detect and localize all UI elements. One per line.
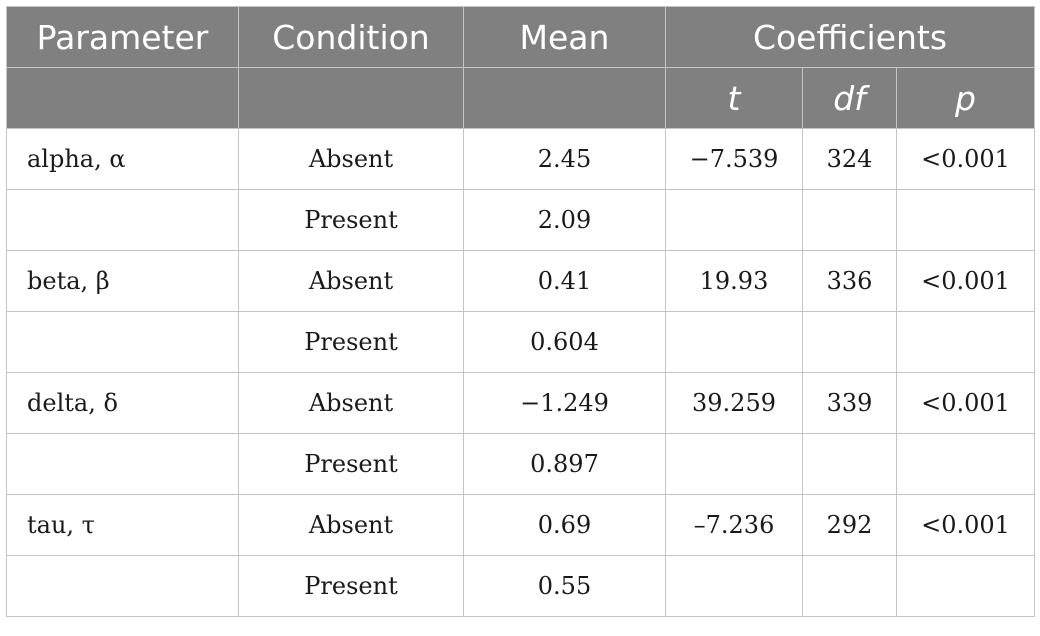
header-parameter: Parameter <box>6 6 239 68</box>
cell-mean: 0.604 <box>463 311 666 373</box>
table-row: Present 0.604 <box>6 311 1036 373</box>
cell-condition: Present <box>238 433 464 495</box>
header-row-sub: t df p <box>6 67 1036 129</box>
cell-condition: Present <box>238 189 464 251</box>
header-empty-condition <box>238 67 464 129</box>
cell-parameter: alpha, α <box>6 128 239 190</box>
cell-p: <0.001 <box>895 250 1036 312</box>
header-mean: Mean <box>463 6 666 68</box>
cell-p <box>895 189 1036 251</box>
header-df: df <box>802 67 897 129</box>
table-body: alpha, α Absent 2.45 −7.539 324 <0.001 Present… <box>6 128 1036 617</box>
cell-t: –7.236 <box>665 494 803 556</box>
cell-df: 292 <box>802 494 897 556</box>
cell-parameter: delta, δ <box>6 372 239 434</box>
cell-parameter: tau, τ <box>6 494 239 556</box>
cell-mean: 2.45 <box>463 128 666 190</box>
cell-mean: −1.249 <box>463 372 666 434</box>
cell-mean: 0.69 <box>463 494 666 556</box>
cell-parameter <box>6 189 239 251</box>
header-empty-mean <box>463 67 666 129</box>
cell-df: 336 <box>802 250 897 312</box>
header-empty-parameter <box>6 67 239 129</box>
header-row-main: Parameter Condition Mean Coefficients <box>6 6 1036 68</box>
cell-p <box>895 311 1036 373</box>
cell-parameter <box>6 311 239 373</box>
cell-p <box>895 555 1036 617</box>
header-t: t <box>665 67 803 129</box>
cell-condition: Absent <box>238 372 464 434</box>
cell-mean: 0.55 <box>463 555 666 617</box>
cell-mean: 0.897 <box>463 433 666 495</box>
header-condition: Condition <box>238 6 464 68</box>
cell-condition: Absent <box>238 128 464 190</box>
cell-p <box>895 433 1036 495</box>
table-header: Parameter Condition Mean Coefficients t … <box>6 6 1036 129</box>
cell-t <box>665 433 803 495</box>
cell-mean: 0.41 <box>463 250 666 312</box>
cell-df: 324 <box>802 128 897 190</box>
cell-t <box>665 555 803 617</box>
cell-condition: Absent <box>238 494 464 556</box>
cell-t: 39.259 <box>665 372 803 434</box>
cell-parameter <box>6 555 239 617</box>
table-row: delta, δ Absent −1.249 39.259 339 <0.001 <box>6 372 1036 434</box>
cell-condition: Absent <box>238 250 464 312</box>
results-table: Parameter Condition Mean Coefficients t … <box>6 6 1036 617</box>
header-p: p <box>895 67 1036 129</box>
table-row: tau, τ Absent 0.69 –7.236 292 <0.001 <box>6 494 1036 556</box>
table-row: alpha, α Absent 2.45 −7.539 324 <0.001 <box>6 128 1036 190</box>
cell-t: −7.539 <box>665 128 803 190</box>
cell-parameter <box>6 433 239 495</box>
cell-parameter: beta, β <box>6 250 239 312</box>
cell-condition: Present <box>238 311 464 373</box>
cell-t: 19.93 <box>665 250 803 312</box>
cell-t <box>665 311 803 373</box>
table-row: Present 2.09 <box>6 189 1036 251</box>
table-row: beta, β Absent 0.41 19.93 336 <0.001 <box>6 250 1036 312</box>
cell-p: <0.001 <box>895 372 1036 434</box>
cell-df <box>802 189 897 251</box>
table-row: Present 0.897 <box>6 433 1036 495</box>
header-coefficients: Coefficients <box>664 6 1036 68</box>
cell-df: 339 <box>802 372 897 434</box>
cell-df <box>802 555 897 617</box>
cell-df <box>802 311 897 373</box>
cell-p: <0.001 <box>895 128 1036 190</box>
table-row: Present 0.55 <box>6 555 1036 617</box>
cell-p: <0.001 <box>895 494 1036 556</box>
cell-df <box>802 433 897 495</box>
cell-t <box>665 189 803 251</box>
cell-mean: 2.09 <box>463 189 666 251</box>
cell-condition: Present <box>238 555 464 617</box>
